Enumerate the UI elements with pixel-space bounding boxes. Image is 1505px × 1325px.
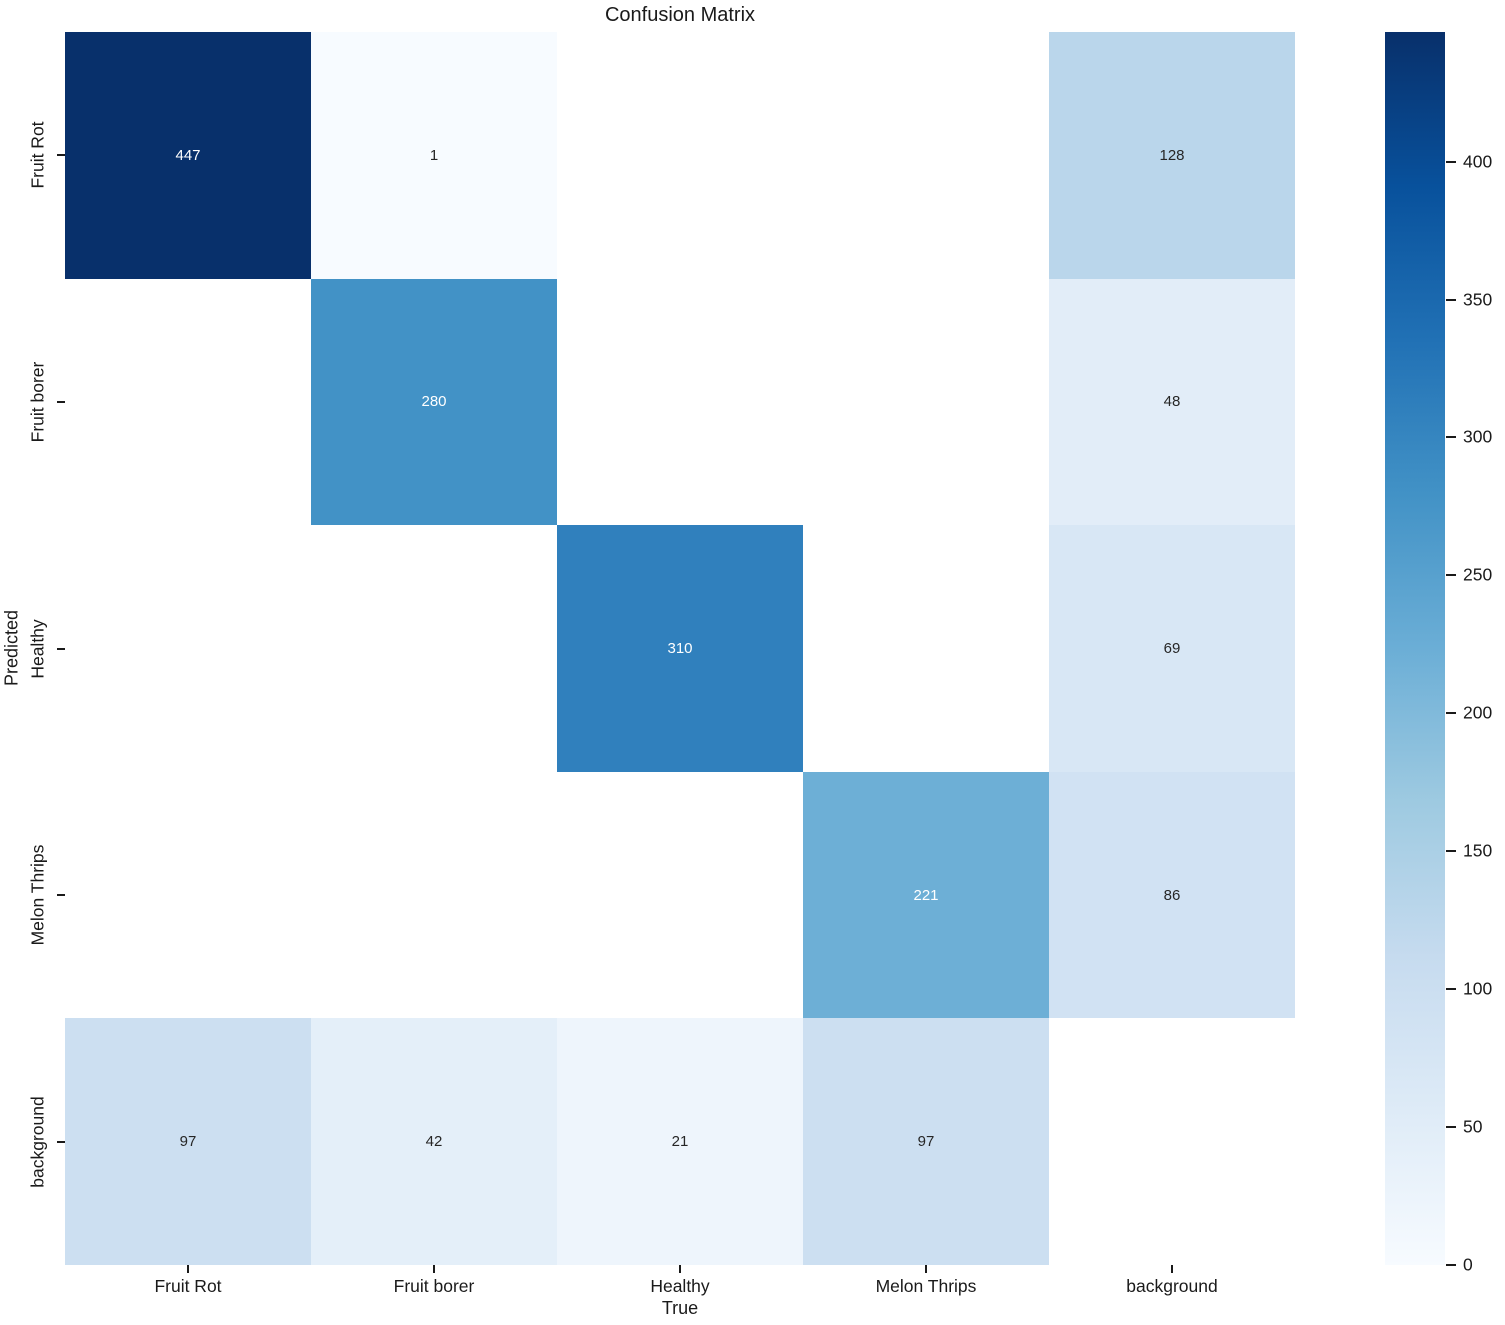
colorbar-tick-mark bbox=[1446, 160, 1456, 163]
cell-value: 69 bbox=[1163, 639, 1181, 657]
cell-value: 42 bbox=[425, 1133, 443, 1151]
heatmap-cell bbox=[803, 525, 1049, 772]
x-tick-label: Fruit Rot bbox=[154, 1276, 222, 1296]
x-axis-label: True bbox=[661, 1298, 699, 1318]
y-tick-mark bbox=[57, 1140, 65, 1143]
heatmap-cell: 21 bbox=[557, 1018, 803, 1265]
colorbar-tick-label: 50 bbox=[1463, 1116, 1483, 1137]
cell-value: 310 bbox=[667, 639, 693, 657]
heatmap-cell: 447 bbox=[65, 32, 311, 279]
colorbar-tick-label: 350 bbox=[1463, 289, 1493, 310]
colorbar-tick-mark bbox=[1446, 574, 1456, 577]
x-tick-mark bbox=[1171, 1265, 1173, 1273]
colorbar-tick-mark bbox=[1446, 436, 1456, 439]
heatmap-cell: 221 bbox=[803, 771, 1049, 1019]
heatmap-cell: 128 bbox=[1049, 32, 1295, 279]
heatmap-cell: 97 bbox=[65, 1018, 311, 1265]
y-tick-label: Melon Thrips bbox=[27, 844, 48, 946]
colorbar-tick-label: 100 bbox=[1463, 978, 1493, 999]
y-tick-mark bbox=[57, 894, 65, 897]
heatmap-cell bbox=[803, 32, 1049, 279]
x-tick-mark bbox=[187, 1265, 189, 1273]
heatmap-cell bbox=[311, 525, 557, 772]
colorbar-tick-label: 200 bbox=[1463, 702, 1493, 723]
colorbar-tick-mark bbox=[1446, 298, 1456, 301]
y-tick-mark bbox=[57, 647, 65, 650]
cell-value: 128 bbox=[1159, 146, 1185, 164]
colorbar-tick-label: 300 bbox=[1463, 426, 1493, 447]
y-tick-label: background bbox=[27, 1095, 48, 1188]
heatmap-cell bbox=[65, 771, 311, 1019]
cell-value: 97 bbox=[179, 1133, 197, 1151]
colorbar-tick-label: 250 bbox=[1463, 564, 1493, 585]
colorbar-tick-label: 150 bbox=[1463, 840, 1493, 861]
heatmap-cell bbox=[803, 278, 1049, 526]
heatmap-cell bbox=[1049, 1018, 1295, 1265]
colorbar-tick-mark bbox=[1446, 1264, 1456, 1266]
y-tick-label: Healthy bbox=[27, 618, 48, 679]
cell-value: 97 bbox=[917, 1133, 935, 1151]
chart-title: Confusion Matrix bbox=[604, 4, 756, 26]
cell-value: 48 bbox=[1163, 393, 1181, 411]
heatmap-cell: 97 bbox=[803, 1018, 1049, 1265]
cell-value: 1 bbox=[429, 146, 439, 164]
heatmap-plot-area: 447 1 128 280 48 310 69 221 86 97 42 21 97 bbox=[65, 32, 1295, 1265]
heatmap-cell bbox=[65, 278, 311, 526]
x-tick-mark bbox=[679, 1265, 681, 1273]
colorbar bbox=[1385, 32, 1445, 1265]
x-tick-mark bbox=[433, 1265, 435, 1273]
cell-value: 447 bbox=[175, 146, 201, 164]
y-tick-mark bbox=[57, 400, 65, 403]
cell-value: 86 bbox=[1163, 886, 1181, 904]
heatmap-cell bbox=[557, 771, 803, 1019]
y-tick-label: Fruit Rot bbox=[27, 121, 48, 189]
colorbar-tick-mark bbox=[1446, 850, 1456, 853]
colorbar-tick-mark bbox=[1446, 988, 1456, 991]
colorbar-tick-mark bbox=[1446, 712, 1456, 715]
heatmap-cell: 310 bbox=[557, 525, 803, 772]
cell-value: 21 bbox=[671, 1133, 689, 1151]
colorbar-tick-label: 400 bbox=[1463, 151, 1493, 172]
x-tick-mark bbox=[925, 1265, 927, 1273]
y-tick-label: Fruit borer bbox=[27, 361, 48, 443]
x-tick-label: background bbox=[1126, 1276, 1218, 1296]
heatmap-cell bbox=[65, 525, 311, 772]
y-axis-label: Predicted bbox=[1, 609, 22, 687]
colorbar-tick-mark bbox=[1446, 1126, 1456, 1129]
cell-value: 280 bbox=[421, 393, 447, 411]
x-tick-label: Fruit borer bbox=[393, 1276, 475, 1296]
heatmap-cell: 42 bbox=[311, 1018, 557, 1265]
cell-value: 221 bbox=[913, 886, 939, 904]
heatmap-cell: 280 bbox=[311, 278, 557, 526]
y-tick-mark bbox=[57, 154, 65, 157]
colorbar-tick-label: 0 bbox=[1463, 1254, 1473, 1275]
heatmap-cell: 69 bbox=[1049, 525, 1295, 772]
heatmap-cell bbox=[557, 32, 803, 279]
heatmap-cell: 86 bbox=[1049, 771, 1295, 1019]
heatmap-cell: 48 bbox=[1049, 278, 1295, 526]
x-tick-label: Healthy bbox=[650, 1276, 710, 1296]
heatmap-cell bbox=[557, 278, 803, 526]
heatmap-cell bbox=[311, 771, 557, 1019]
x-tick-label: Melon Thrips bbox=[875, 1276, 977, 1296]
heatmap-cell: 1 bbox=[311, 32, 557, 279]
